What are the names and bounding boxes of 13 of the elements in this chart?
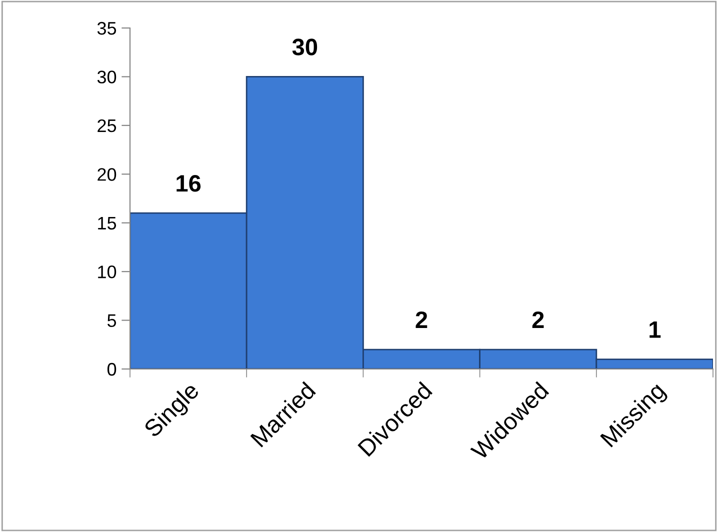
data-label: 2: [416, 311, 428, 328]
y-tick-label: 5: [107, 314, 116, 328]
y-tick-label: 20: [98, 168, 116, 181]
y-tick-label: 30: [97, 70, 116, 84]
y-tick-label: 25: [98, 119, 116, 132]
data-label: 30: [292, 38, 318, 56]
y-tick-label: 10: [98, 266, 116, 278]
data-label: 1: [650, 321, 661, 338]
data-label: 16: [176, 175, 201, 192]
y-tick-label: 15: [98, 216, 116, 230]
y-tick-label: 0: [107, 362, 116, 376]
y-tick-label: 35: [97, 22, 116, 35]
data-label: 2: [532, 311, 544, 328]
